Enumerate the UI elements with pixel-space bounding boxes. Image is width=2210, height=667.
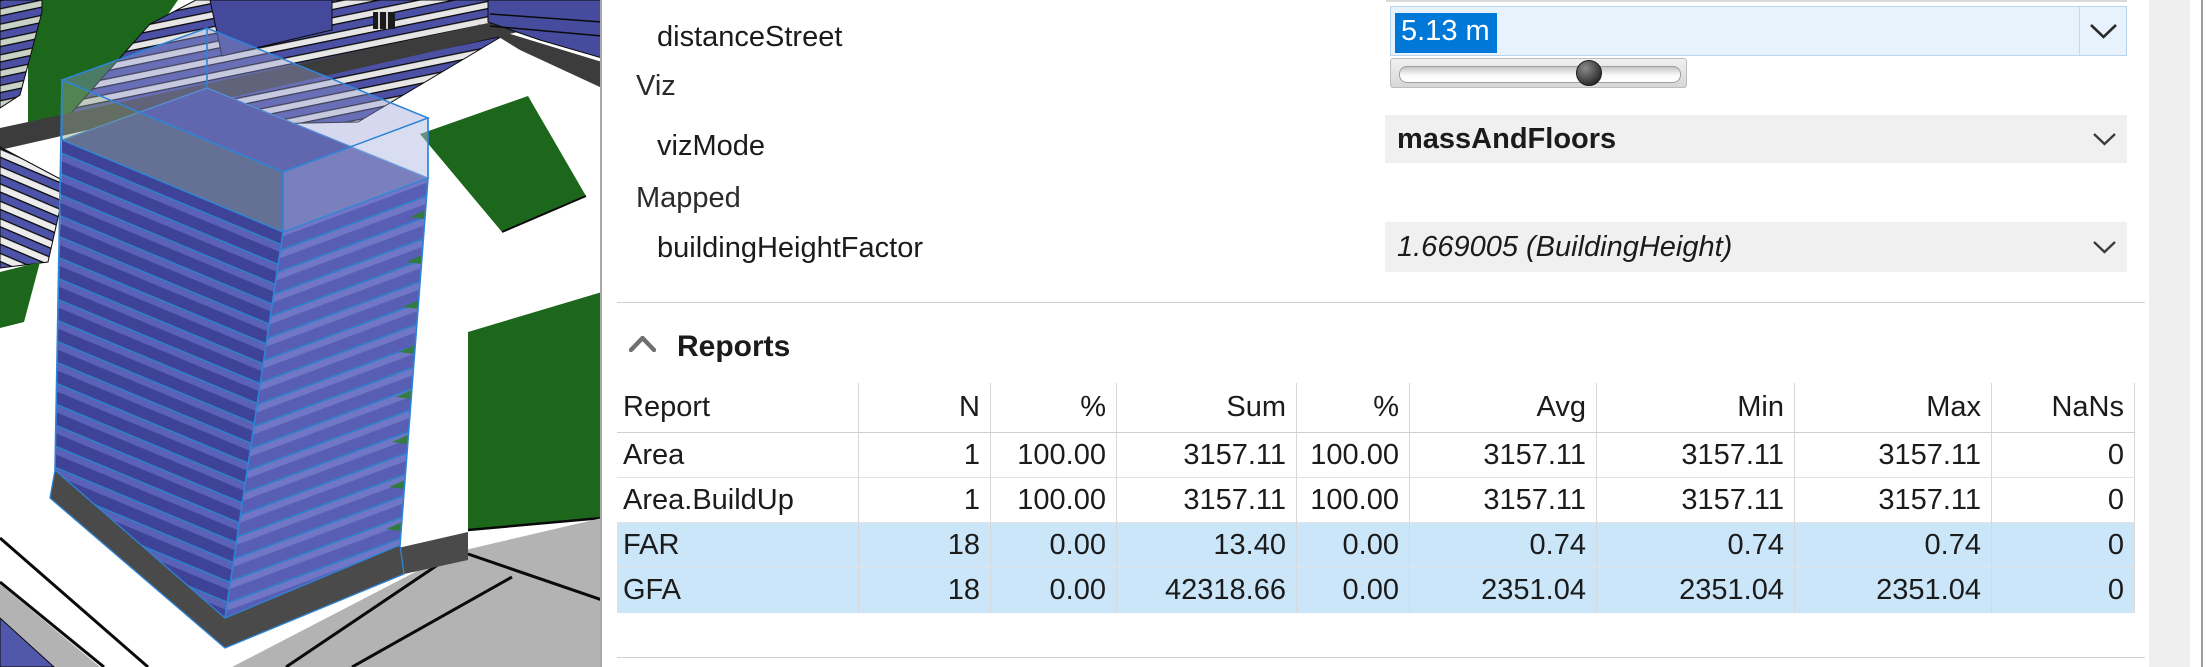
panel-scrollbar-track[interactable]: [2149, 0, 2190, 667]
chevron-down-icon[interactable]: [2081, 222, 2127, 272]
report-cell[interactable]: 1: [859, 433, 991, 478]
report-cell[interactable]: Area.BuildUp: [617, 478, 859, 523]
slider-thumb[interactable]: [1576, 60, 1602, 86]
report-cell[interactable]: 1: [859, 478, 991, 523]
report-cell[interactable]: 0.00: [991, 568, 1117, 613]
column-header-nans: NaNs: [1992, 383, 2135, 433]
report-cell[interactable]: 0: [1992, 568, 2135, 613]
column-header-max: Max: [1795, 383, 1992, 433]
group-label-mapped: Mapped: [636, 182, 741, 214]
report-cell[interactable]: 3157.11: [1795, 478, 1992, 523]
report-cell[interactable]: 2351.04: [1795, 568, 1992, 613]
slider-track[interactable]: [1399, 66, 1681, 83]
report-cell[interactable]: 100.00: [991, 478, 1117, 523]
column-header-avg: Avg: [1410, 383, 1597, 433]
report-cell[interactable]: 0.00: [1297, 523, 1410, 568]
report-cell[interactable]: FAR: [617, 523, 859, 568]
report-cell[interactable]: 3157.11: [1597, 478, 1795, 523]
chevron-down-icon[interactable]: [2081, 115, 2127, 163]
report-cell[interactable]: 3157.11: [1597, 433, 1795, 478]
report-cell[interactable]: 2351.04: [1597, 568, 1795, 613]
attr-label-building-height-factor: buildingHeightFactor: [657, 232, 923, 264]
3d-viewport[interactable]: [0, 0, 603, 667]
report-cell[interactable]: 100.00: [1297, 478, 1410, 523]
report-cell[interactable]: 100.00: [1297, 433, 1410, 478]
report-cell[interactable]: 3157.11: [1795, 433, 1992, 478]
report-cell[interactable]: 2351.04: [1410, 568, 1597, 613]
report-cell[interactable]: 18: [859, 523, 991, 568]
column-header-report: Report: [617, 383, 859, 433]
report-cell[interactable]: 3157.11: [1117, 433, 1297, 478]
chevron-up-icon[interactable]: [628, 335, 657, 357]
report-cell[interactable]: 0: [1992, 433, 2135, 478]
panel-right-border: [2201, 0, 2203, 667]
viewport-panel-divider: [600, 0, 602, 667]
report-cell[interactable]: 0.74: [1410, 523, 1597, 568]
distance-street-value[interactable]: 5.13 m: [1395, 13, 1497, 53]
report-cell[interactable]: 0.00: [991, 523, 1117, 568]
report-cell[interactable]: 0.74: [1597, 523, 1795, 568]
section-divider: [617, 302, 2145, 303]
column-header-n: N: [859, 383, 991, 433]
report-cell[interactable]: 0.00: [1297, 568, 1410, 613]
report-cell[interactable]: Area: [617, 433, 859, 478]
reports-table: Report N % Sum % Avg Min Max NaNs Area 1 1…: [617, 383, 2135, 613]
distance-street-slider[interactable]: [1390, 58, 1687, 88]
report-cell[interactable]: 0.74: [1795, 523, 1992, 568]
reports-section-title[interactable]: Reports: [677, 330, 791, 363]
building-height-factor-value: 1.669005 (BuildingHeight): [1397, 231, 1733, 263]
column-header-pct2: %: [1297, 383, 1410, 433]
panel-top-hairline: [1386, 0, 2127, 2]
column-header-pct1: %: [991, 383, 1117, 433]
report-cell[interactable]: GFA: [617, 568, 859, 613]
report-cell[interactable]: 0: [1992, 523, 2135, 568]
building-height-factor-combo[interactable]: 1.669005 (BuildingHeight): [1385, 222, 2127, 272]
report-cell[interactable]: 100.00: [991, 433, 1117, 478]
column-header-sum: Sum: [1117, 383, 1297, 433]
report-cell[interactable]: 3157.11: [1410, 433, 1597, 478]
group-label-viz: Viz: [636, 70, 676, 102]
viz-mode-combo[interactable]: massAndFloors: [1385, 115, 2127, 163]
column-header-min: Min: [1597, 383, 1795, 433]
report-cell[interactable]: 18: [859, 568, 991, 613]
viz-mode-value: massAndFloors: [1397, 123, 1617, 155]
attr-label-viz-mode: vizMode: [657, 130, 765, 162]
chevron-down-icon[interactable]: [2079, 7, 2126, 55]
report-cell[interactable]: 3157.11: [1117, 478, 1297, 523]
distance-street-combo[interactable]: 5.13 m: [1390, 6, 2127, 56]
attr-label-distance-street: distanceStreet: [657, 21, 843, 53]
report-cell[interactable]: 42318.66: [1117, 568, 1297, 613]
report-cell[interactable]: 13.40: [1117, 523, 1297, 568]
section-divider: [617, 657, 2145, 658]
report-cell[interactable]: 0: [1992, 478, 2135, 523]
city-scene: [0, 0, 603, 667]
report-cell[interactable]: 3157.11: [1410, 478, 1597, 523]
